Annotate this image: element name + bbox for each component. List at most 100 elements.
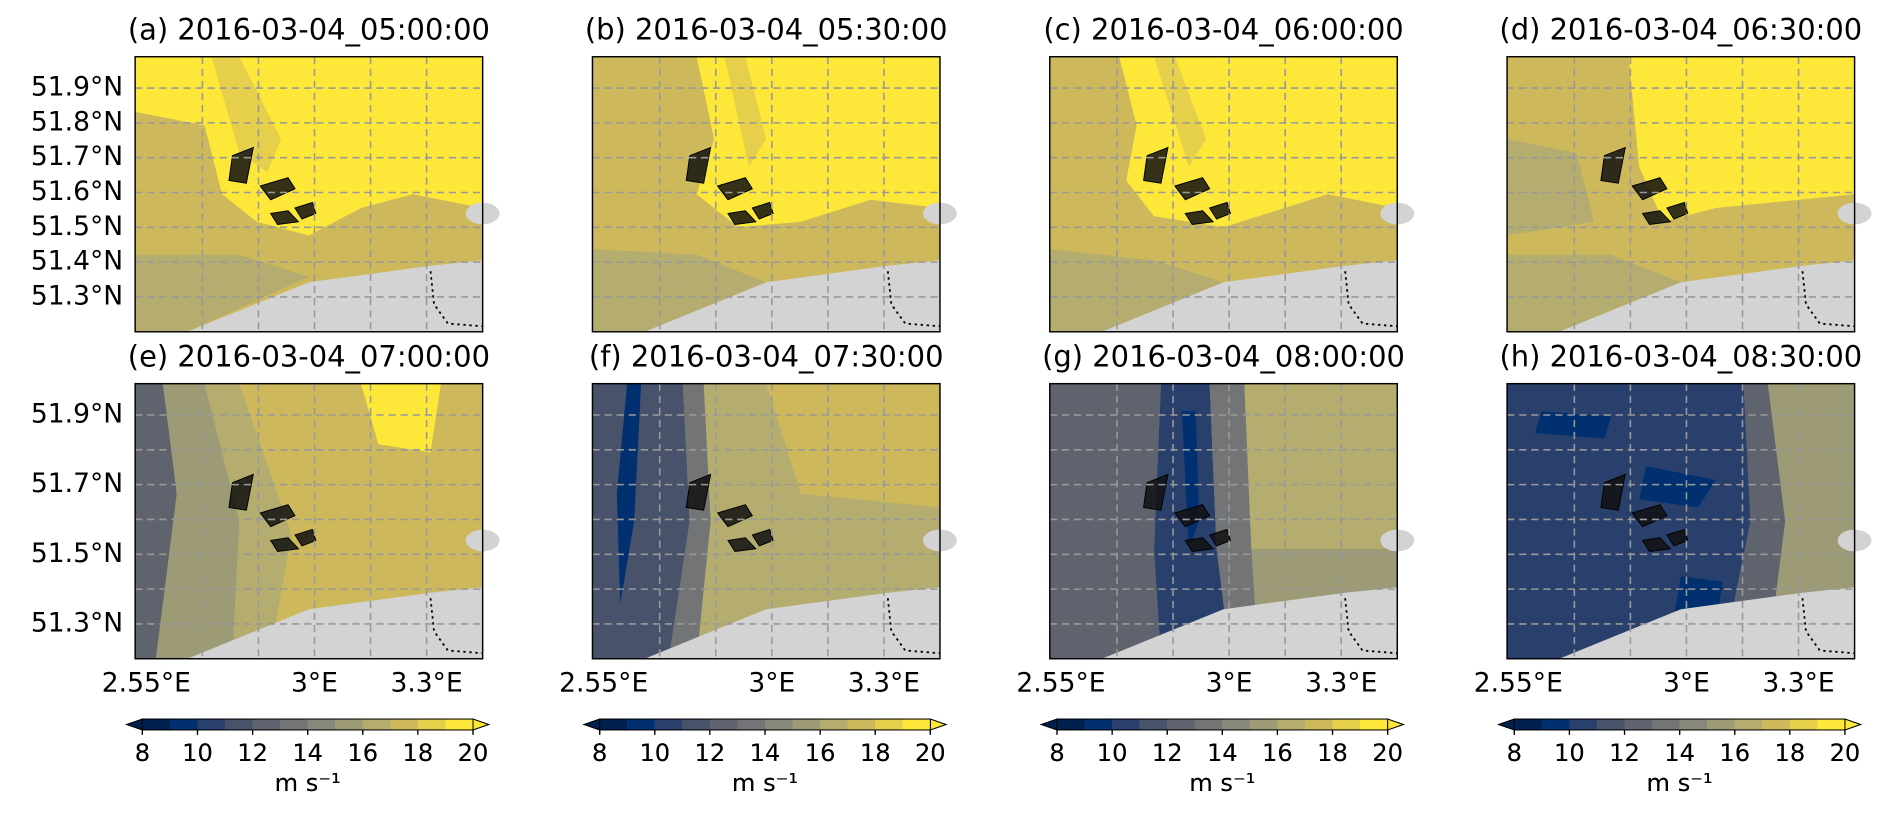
colorbar-label: m s⁻¹: [1189, 769, 1255, 797]
colorbar-segment: [792, 719, 821, 730]
colorbar-tick-label: 12: [237, 739, 268, 767]
colorbar-extend: [472, 718, 491, 731]
y-tick-label: 51.4°N: [31, 246, 123, 277]
y-tick-label: 51.7°N: [31, 141, 123, 172]
colorbar-tick-label: 18: [1774, 739, 1805, 767]
panel-title: (b) 2016-03-04_05:30:00: [585, 12, 948, 46]
colorbar-tick-label: 10: [639, 739, 670, 767]
land: [644, 587, 940, 659]
wind-farm: [1641, 537, 1672, 552]
wind-farm: [685, 473, 712, 511]
colorbar-tick-label: 20: [1830, 739, 1861, 767]
contour-field: [1628, 56, 1855, 222]
colorbar-tick-label: 14: [292, 739, 323, 767]
land: [1101, 260, 1398, 332]
wind-farm: [727, 537, 757, 552]
colorbar-tick-label: 20: [458, 739, 489, 767]
colorbar-tick-label: 10: [1554, 739, 1585, 767]
land: [187, 260, 483, 332]
frame: [591, 55, 941, 333]
frame: [1506, 55, 1856, 333]
wind-farm: [1631, 177, 1668, 201]
colorbar-segment: [709, 719, 738, 730]
colorbar-tick-label: 14: [1207, 739, 1238, 767]
colorbar-segment: [1139, 719, 1168, 730]
colorbar-extend: [929, 718, 948, 731]
y-tick-label: 51.3°N: [31, 607, 123, 638]
wind-farm: [751, 528, 774, 547]
x-tick-label: 2.55°E: [102, 668, 191, 699]
x-tick-label: 3°E: [291, 668, 338, 699]
wind-farm: [1174, 177, 1211, 201]
contour-field: [155, 383, 240, 659]
colorbar-segment: [1222, 719, 1250, 730]
colorbar-tick-label: 8: [1507, 739, 1522, 767]
colorbar-extend: [1844, 718, 1863, 731]
panel-title: (g) 2016-03-04_08:00:00: [1042, 339, 1405, 373]
colorbar-tick-label: 18: [1317, 739, 1348, 767]
colorbar-segment: [225, 719, 253, 730]
colorbar-tick-label: 10: [182, 739, 213, 767]
x-tick-label: 3°E: [748, 668, 795, 699]
y-tick-label: 51.9°N: [31, 399, 123, 430]
colorbar-tick-label: 16: [1262, 739, 1293, 767]
wind-farm: [1666, 201, 1689, 220]
wind-farm: [259, 177, 296, 201]
colorbar-segment: [1277, 719, 1305, 730]
contour-field: [668, 383, 711, 659]
colorbar-tick-label: 12: [1152, 739, 1183, 767]
colorbar-tick-label: 18: [403, 739, 434, 767]
x-tick-label: 3.3°E: [1762, 668, 1834, 699]
colorbar-tick-label: 8: [1049, 739, 1064, 767]
colorbar-segment: [654, 719, 683, 730]
y-tick-label: 51.8°N: [31, 106, 123, 137]
contour-field: [696, 56, 940, 228]
y-tick-label: 51.7°N: [31, 468, 123, 499]
frame: [1506, 382, 1856, 660]
wind-farm: [259, 504, 296, 528]
colorbar-segment: [1112, 719, 1140, 730]
wind-farm: [294, 201, 317, 220]
colorbar-segment: [390, 719, 418, 730]
map-panel: (d) 2016-03-04_06:30:00 8 10 12 14 16 18 20 m s⁻…: [1497, 12, 1872, 797]
panel-title: (a) 2016-03-04_05:00:00: [128, 12, 490, 46]
colorbar-tick-label: 10: [182, 739, 213, 767]
colorbar-segment: [1194, 719, 1223, 730]
colorbar-segment: [307, 719, 336, 730]
contour-field: [135, 254, 309, 332]
wind-farm: [269, 210, 300, 226]
wind-farm: [751, 201, 774, 220]
colorbar-segment: [847, 719, 876, 730]
colorbar-tick-label: 10: [639, 739, 670, 767]
colorbar-tick-label: 18: [1317, 739, 1348, 767]
colorbar-tick-label: 14: [1664, 739, 1695, 767]
wind-farm: [1631, 504, 1668, 528]
land: [187, 587, 483, 659]
colorbar-tick-label: 8: [1507, 739, 1522, 767]
colorbar-segment: [197, 719, 226, 730]
frame: [591, 382, 941, 660]
colorbar-segment: [142, 719, 170, 730]
colorbar-segment: [1789, 719, 1818, 730]
colorbar-extend: [1039, 718, 1058, 731]
colorbar-segment: [1569, 719, 1597, 730]
colorbar-segment: [1817, 719, 1845, 730]
colorbar-tick-label: 14: [292, 739, 323, 767]
colorbar-tick-label: 16: [1719, 739, 1750, 767]
colorbar-tick-label: 8: [1049, 739, 1064, 767]
x-tick-label: 2.55°E: [559, 668, 648, 699]
border: [886, 598, 941, 655]
colorbar-segment: [1734, 719, 1763, 730]
colorbar-extend: [582, 718, 601, 731]
map-panel: (e) 2016-03-04_07:00:00 51.3°N 51.5°N 51.7°…: [31, 339, 500, 797]
colorbar-extend: [125, 718, 143, 731]
contour-field: [1154, 56, 1207, 167]
contour-field: [204, 383, 292, 659]
contour-field: [724, 56, 767, 167]
border: [1344, 598, 1398, 655]
colorbar-segment: [902, 719, 931, 730]
colorbar-segment: [1652, 719, 1680, 730]
panel-title: (f) 2016-03-04_07:30:00: [589, 339, 944, 373]
colorbar-tick-label: 20: [458, 739, 489, 767]
